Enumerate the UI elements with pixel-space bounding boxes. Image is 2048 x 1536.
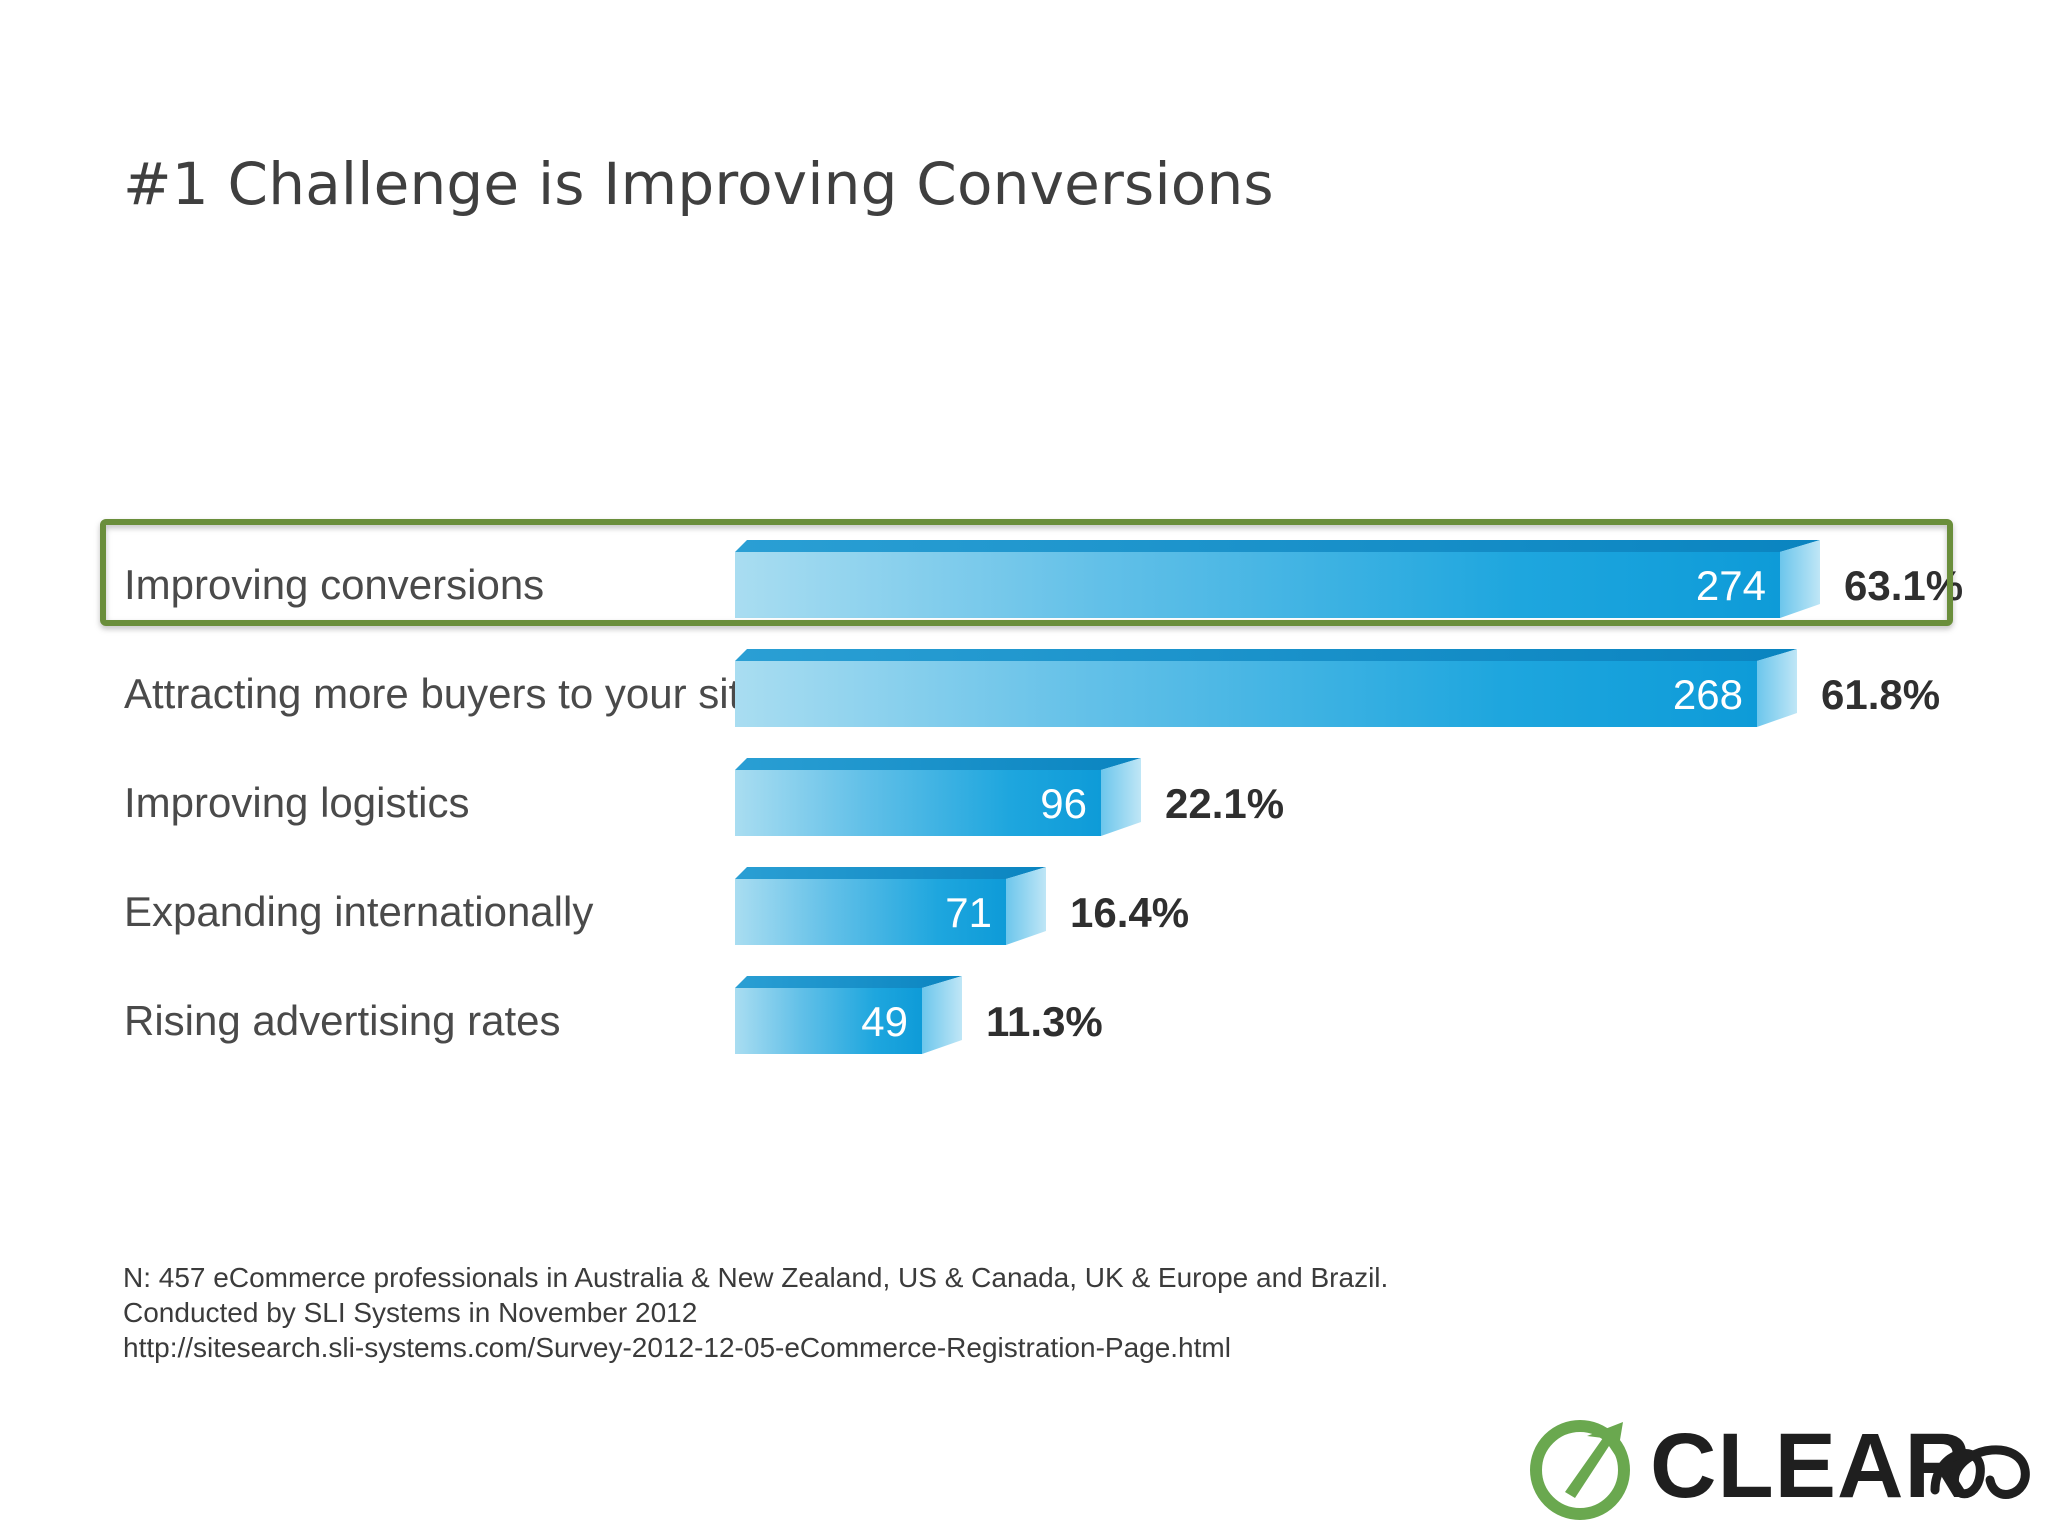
bar-value-label: 274 [1696,562,1766,609]
bar-top [735,649,1797,661]
bar-side [1757,649,1797,727]
highlight-frame [100,519,1953,626]
bar-percent-label: 63.1% [1844,562,1963,609]
category-label: Rising advertising rates [124,997,561,1044]
bar-top [735,758,1141,770]
bar [735,552,1780,618]
bar [735,770,1101,836]
bar-side [1006,867,1046,945]
category-label: Improving conversions [124,561,544,608]
bar-side [1780,540,1820,618]
bar [735,988,922,1054]
go-swirl-icon [1930,1445,2030,1499]
category-label: Attracting more buyers to your site [124,670,764,717]
bars-group: Improving conversions 274 63.1% Attracting … [124,540,1963,1054]
category-label: Expanding internationally [124,888,593,935]
clear-go-logo: CLEAR [1525,1412,2045,1522]
clear-go-arrow-icon [1530,1420,1630,1520]
bar-top [735,976,962,988]
bar-percent-label: 22.1% [1165,780,1284,827]
category-label: Improving logistics [124,779,469,826]
footnote-conducted: Conducted by SLI Systems in November 201… [123,1297,698,1328]
bar-value-label: 268 [1673,671,1743,718]
bar-side [1101,758,1141,836]
page-title: #1 Challenge is Improving Conversions [123,150,1274,218]
bar-top [735,540,1820,552]
footnote: N: 457 eCommerce professionals in Austra… [123,1260,1388,1365]
bar-value-label: 49 [861,998,908,1045]
bar-percent-label: 11.3% [986,998,1103,1045]
bar-side [922,976,962,1054]
bar [735,879,1006,945]
bar-chart: Improving conversions 274 63.1% Attracting … [100,519,1963,1054]
footnote-source-url: http://sitesearch.sli-systems.com/Survey… [123,1332,1231,1363]
bar-value-label: 71 [945,889,992,936]
logo-wordmark: CLEAR [1650,1415,1972,1517]
bar-percent-label: 61.8% [1821,671,1940,718]
bar [735,661,1757,727]
footnote-sample: N: 457 eCommerce professionals in Austra… [123,1262,1389,1293]
bar-value-label: 96 [1040,780,1087,827]
bar-percent-label: 16.4% [1070,889,1189,936]
bar-top [735,867,1046,879]
